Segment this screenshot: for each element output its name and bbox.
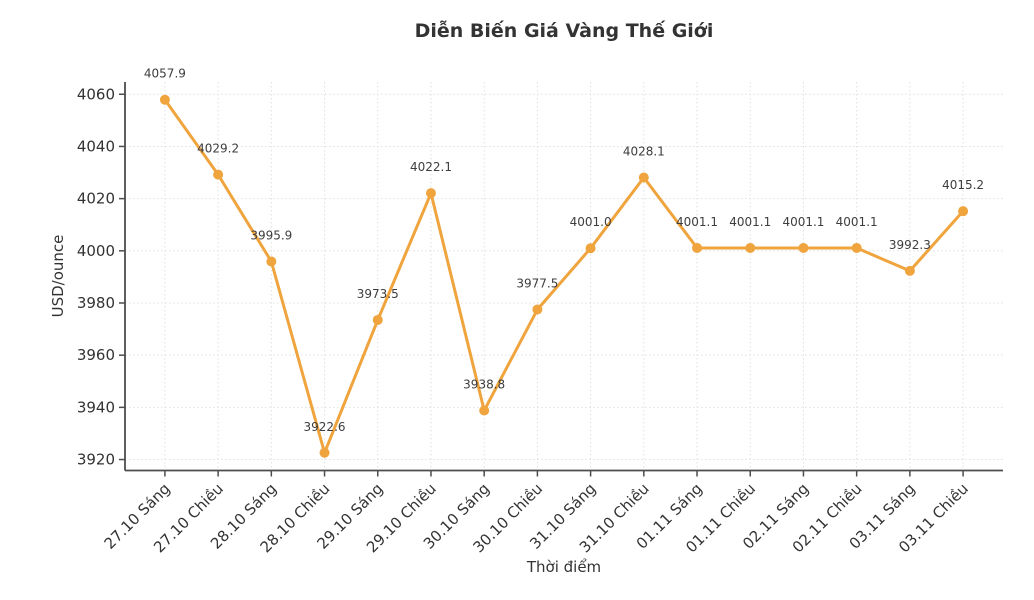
data-point-marker	[532, 304, 543, 315]
data-point-label: 4001.1	[729, 215, 771, 229]
data-point-marker	[638, 172, 649, 183]
data-point-label: 3977.5	[516, 277, 558, 291]
data-point-label: 3922.6	[304, 420, 346, 434]
data-point-marker	[904, 265, 915, 276]
data-point-label: 4001.1	[676, 215, 718, 229]
y-tick-label: 3920	[77, 451, 115, 469]
data-point-marker	[425, 188, 436, 199]
data-point-marker	[266, 256, 277, 267]
data-point-marker	[372, 314, 383, 325]
data-point-marker	[692, 242, 703, 253]
data-point-label: 4001.1	[836, 215, 878, 229]
data-point-label: 3995.9	[250, 229, 292, 243]
data-point-marker	[745, 242, 756, 253]
data-point-label: 3973.5	[357, 287, 399, 301]
data-point-marker	[958, 206, 969, 217]
chart-title: Diễn Biến Giá Vàng Thế Giới	[414, 20, 714, 42]
y-tick-label: 4000	[77, 242, 115, 260]
data-point-marker	[319, 447, 330, 458]
data-point-label: 3992.3	[889, 238, 931, 252]
y-tick-label: 3940	[77, 398, 115, 416]
data-point-label: 3938.8	[463, 377, 505, 391]
x-axis-label: Thời điểm	[526, 558, 602, 576]
data-point-marker	[798, 242, 809, 253]
data-point-label: 4001.1	[782, 215, 824, 229]
y-tick-label: 4020	[77, 190, 115, 208]
data-point-label: 4029.2	[197, 142, 239, 156]
y-tick-label: 4040	[77, 137, 115, 155]
data-point-marker	[159, 94, 170, 105]
y-tick-label: 4060	[77, 85, 115, 103]
y-tick-label: 3960	[77, 346, 115, 364]
y-tick-label: 3980	[77, 294, 115, 312]
data-point-marker	[851, 242, 862, 253]
data-point-label: 4028.1	[623, 144, 665, 158]
data-point-label: 4001.0	[570, 215, 612, 229]
data-point-label: 4022.1	[410, 160, 452, 174]
price-line	[163, 98, 965, 455]
data-point-label: 4015.2	[942, 178, 984, 192]
data-point-marker	[213, 169, 224, 180]
data-point-marker	[479, 405, 490, 416]
data-point-label: 4057.9	[144, 67, 186, 81]
data-point-marker	[585, 243, 596, 254]
